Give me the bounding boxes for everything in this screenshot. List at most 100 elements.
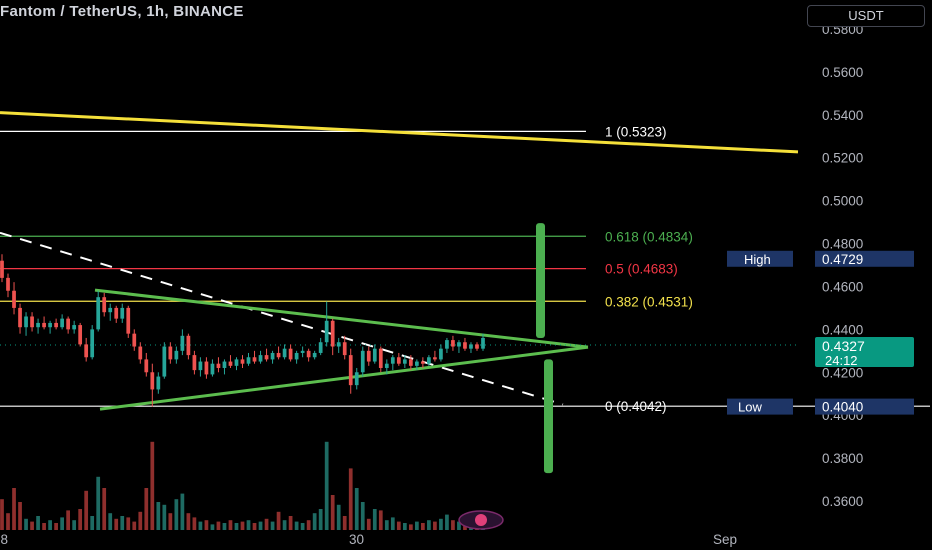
candle-body — [60, 318, 64, 328]
candle-body — [102, 297, 107, 313]
fib-label-0.382: 0.382 (0.4531) — [605, 294, 693, 309]
volume-bar — [264, 518, 269, 530]
volume-bar — [18, 502, 22, 530]
volume-bar — [72, 520, 77, 530]
volume-bar — [66, 510, 71, 530]
candle-body — [258, 355, 263, 362]
low-tag-label: Low — [738, 400, 762, 415]
candle-body — [96, 297, 101, 330]
candle-body — [126, 307, 131, 334]
volume-bar — [330, 495, 335, 530]
candle-body — [282, 348, 287, 358]
candle-body — [463, 342, 467, 349]
currency-button[interactable]: USDT — [807, 5, 925, 27]
low-value-label: 0.4040 — [822, 400, 863, 415]
price-tick-label: 0.5600 — [822, 65, 863, 80]
candle-body — [384, 363, 389, 368]
volume-bar — [408, 524, 413, 530]
candle-body — [270, 352, 275, 360]
candle-body — [481, 337, 485, 349]
candle-body — [174, 350, 179, 360]
volume-bar — [222, 523, 227, 530]
candle-body — [354, 372, 359, 386]
volume-bar — [421, 523, 425, 530]
volume-bar — [445, 514, 449, 530]
drawings: 0 (0.4042) 0.382 (0.4531) 0.5 (0.4683) 0.61… — [0, 111, 930, 474]
candle-body — [234, 359, 239, 366]
candle-body — [66, 318, 71, 330]
candle-body — [348, 355, 353, 386]
volume-bar — [396, 521, 401, 530]
volume-bar — [372, 509, 377, 530]
candle-body — [240, 359, 245, 364]
candle-body — [318, 342, 323, 353]
volume-bar — [457, 521, 461, 530]
volume-bar — [96, 476, 101, 530]
candle-body — [414, 361, 419, 366]
volume-bar — [402, 523, 407, 530]
price-tick-label: 0.4400 — [822, 322, 863, 337]
volume-bar — [324, 441, 329, 530]
low-value-box — [815, 398, 914, 415]
volume-bar — [132, 521, 137, 530]
candle-body — [445, 340, 449, 349]
volume-bar — [246, 520, 251, 530]
chart-title: Fantom / TetherUS, 1h, BINANCE — [0, 3, 244, 20]
candle-body — [288, 348, 293, 360]
candle-body — [48, 322, 52, 328]
candle-body — [54, 322, 58, 328]
candle-body — [114, 307, 119, 319]
price-tick-label: 0.5400 — [822, 108, 863, 123]
fib-label-0: 0 (0.4042) — [605, 399, 667, 414]
yellow-trendline — [0, 111, 799, 154]
high-value-label: 0.4729 — [822, 252, 863, 267]
candle-body — [36, 322, 40, 328]
volume-bar — [390, 517, 395, 530]
volume-bar — [30, 521, 34, 530]
volume-bar — [24, 518, 28, 530]
price-tick-label: 0.4600 — [822, 279, 863, 294]
candle-body — [372, 348, 377, 362]
volume-bar — [360, 502, 365, 530]
volume-bar — [294, 521, 299, 530]
price-tick-label: 0.5200 — [822, 151, 863, 166]
volume-bar — [252, 523, 257, 530]
candle-body — [12, 290, 16, 308]
volume-bar — [216, 521, 221, 530]
volume-bar — [198, 521, 203, 530]
volume-bar — [114, 518, 119, 530]
volume-bar — [120, 516, 125, 530]
candle-body — [144, 359, 149, 373]
volume-bar — [433, 521, 437, 530]
price-axis: 0.58000.56000.54000.52000.50000.48000.46… — [727, 22, 914, 509]
volume-bar — [306, 520, 311, 530]
fib-label-1: 1 (0.5323) — [605, 124, 667, 139]
candle-body — [390, 357, 395, 364]
volume-bar — [439, 518, 443, 530]
candle-body — [138, 346, 143, 360]
candle-body — [210, 363, 215, 375]
candles — [0, 254, 485, 407]
volume-bar — [144, 488, 149, 530]
volume-bar — [414, 521, 419, 530]
candle-body — [378, 348, 383, 368]
high-value-box — [815, 250, 914, 267]
candle-body — [132, 333, 137, 347]
volume-bars — [0, 441, 485, 530]
triangle-lower-line — [99, 345, 589, 411]
candle-body — [156, 376, 161, 390]
volume-bar — [240, 521, 245, 530]
candle-body — [439, 348, 443, 360]
candle-body — [264, 355, 269, 360]
candle-body — [192, 355, 197, 371]
price-tick-label: 0.3600 — [822, 494, 863, 509]
volume-bar — [366, 518, 371, 530]
candle-body — [30, 316, 34, 328]
volume-bar — [354, 488, 359, 530]
volume-bar — [318, 509, 323, 530]
volume-bar — [342, 516, 347, 530]
volume-bar — [138, 511, 143, 530]
candle-body — [90, 329, 95, 358]
candle-body — [402, 359, 407, 364]
